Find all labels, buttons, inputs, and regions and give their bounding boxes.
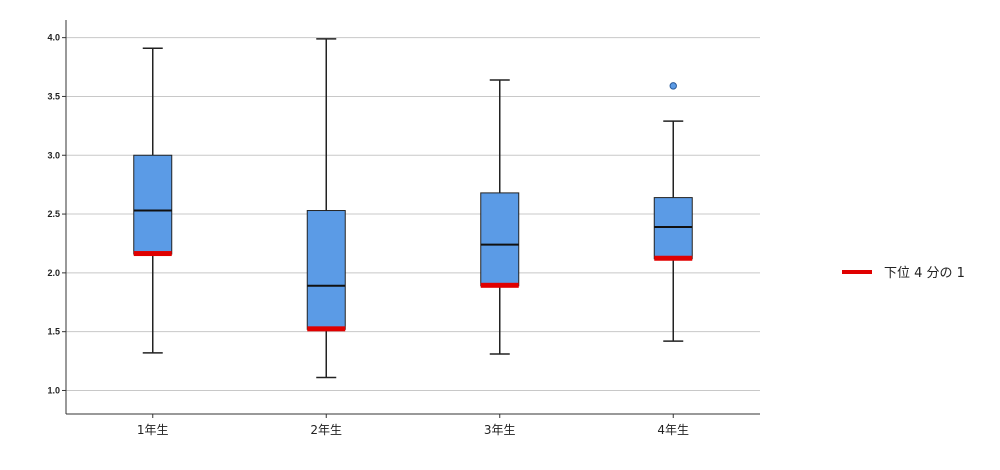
legend-label-lower-quartile: 下位 4 分の 1 — [884, 266, 965, 281]
lower-quartile-marker — [480, 282, 519, 288]
x-tick-label: 3年生 — [484, 423, 516, 437]
legend: 下位 4 分の 1 — [842, 262, 965, 281]
x-axis: 1年生 2年生 3年生 4年生 — [66, 413, 760, 437]
outlier-point — [669, 82, 677, 90]
box-2 — [306, 38, 346, 379]
lower-quartile-marker — [133, 251, 172, 257]
y-tick-label: 2.5 — [47, 209, 60, 219]
box-series — [133, 38, 693, 379]
lower-quartile-marker — [307, 326, 346, 332]
y-tick-label: 2.0 — [47, 268, 60, 278]
box-iqr — [306, 210, 346, 330]
box-1 — [133, 47, 173, 354]
x-tick-label: 1年生 — [137, 423, 169, 437]
box-iqr — [653, 197, 693, 260]
box-iqr — [133, 154, 173, 255]
x-tick-label: 4年生 — [657, 423, 689, 437]
y-tick-label: 1.5 — [47, 327, 60, 337]
y-axis: 1.0 1.5 2.0 2.5 3.0 3.5 4.0 — [47, 20, 67, 414]
y-tick-label: 3.5 — [47, 91, 60, 101]
x-tick-label: 2年生 — [310, 423, 342, 437]
y-tick-label: 3.0 — [47, 150, 60, 160]
y-tick-label: 1.0 — [47, 385, 60, 395]
box-iqr — [480, 192, 520, 287]
gridlines — [66, 37, 760, 391]
legend-swatch-lower-quartile — [842, 269, 872, 274]
box-3 — [480, 79, 520, 355]
y-tick-label: 4.0 — [47, 33, 60, 43]
lower-quartile-marker — [654, 255, 693, 261]
box-4 — [653, 82, 693, 342]
